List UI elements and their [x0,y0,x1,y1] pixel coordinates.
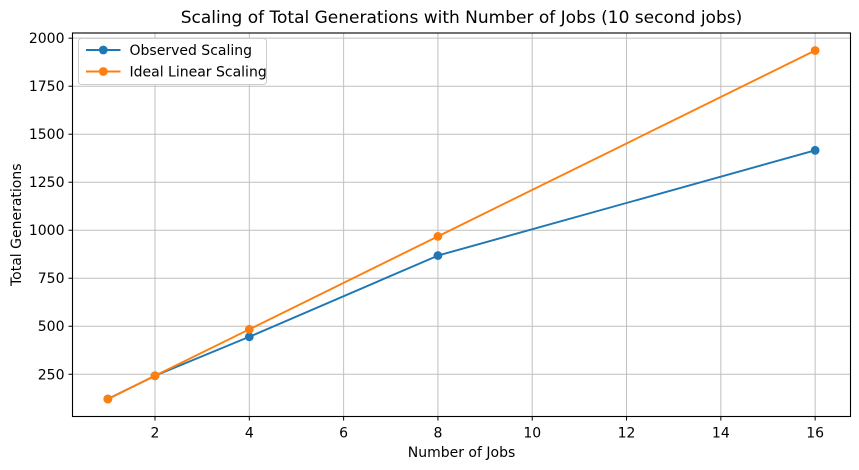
x-tick-label: 12 [618,426,636,442]
x-tick-label: 14 [712,426,730,442]
x-tick-label: 16 [806,426,824,442]
legend-label-observed-scaling: Observed Scaling [130,43,253,59]
x-tick-label: 4 [245,426,254,442]
chart-title: Scaling of Total Generations with Number… [181,8,743,28]
x-tick-label: 8 [433,426,442,442]
x-tick-label: 6 [339,426,348,442]
y-axis-label: Total Generations [9,163,25,287]
y-tick-label: 1750 [29,79,65,95]
plot-border [71,32,852,418]
y-tick-label: 750 [38,271,65,287]
series-line-observed-scaling [106,149,817,400]
legend-box [78,38,267,85]
x-axis-label: Number of Jobs [408,445,516,461]
data-point-ideal-linear-scaling [150,371,160,381]
data-point-ideal-linear-scaling [810,46,820,55]
y-tick-label: 250 [38,367,65,383]
data-point-observed-scaling [810,145,820,155]
y-tick-label: 1000 [29,223,65,239]
legend-marker-ideal-linear-scaling [98,67,108,76]
y-tick-label: 1250 [29,175,65,191]
data-point-observed-scaling [244,332,254,342]
x-tick-label: 10 [523,426,541,442]
y-tick-label: 2000 [29,31,65,47]
data-point-ideal-linear-scaling [433,231,443,241]
legend-marker-observed-scaling [98,45,108,55]
data-point-ideal-linear-scaling [103,394,113,404]
data-point-observed-scaling [433,251,443,260]
y-tick-label: 1500 [29,127,65,143]
y-tick-label: 500 [38,319,65,335]
data-point-ideal-linear-scaling [244,324,254,334]
series-line-ideal-linear-scaling [106,49,817,400]
legend-label-ideal-linear-scaling: Ideal Linear Scaling [130,65,267,81]
x-tick-label: 2 [151,426,160,442]
